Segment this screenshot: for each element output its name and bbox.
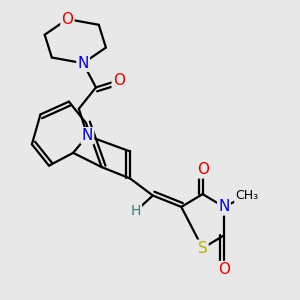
Text: H: H: [130, 204, 141, 218]
Text: N: N: [82, 128, 93, 143]
Text: O: O: [218, 262, 230, 277]
Text: O: O: [196, 162, 208, 177]
Text: CH₃: CH₃: [235, 189, 258, 202]
Text: S: S: [198, 241, 208, 256]
Text: N: N: [218, 200, 230, 214]
Text: O: O: [61, 12, 74, 27]
Text: O: O: [113, 73, 125, 88]
Text: N: N: [77, 56, 89, 71]
